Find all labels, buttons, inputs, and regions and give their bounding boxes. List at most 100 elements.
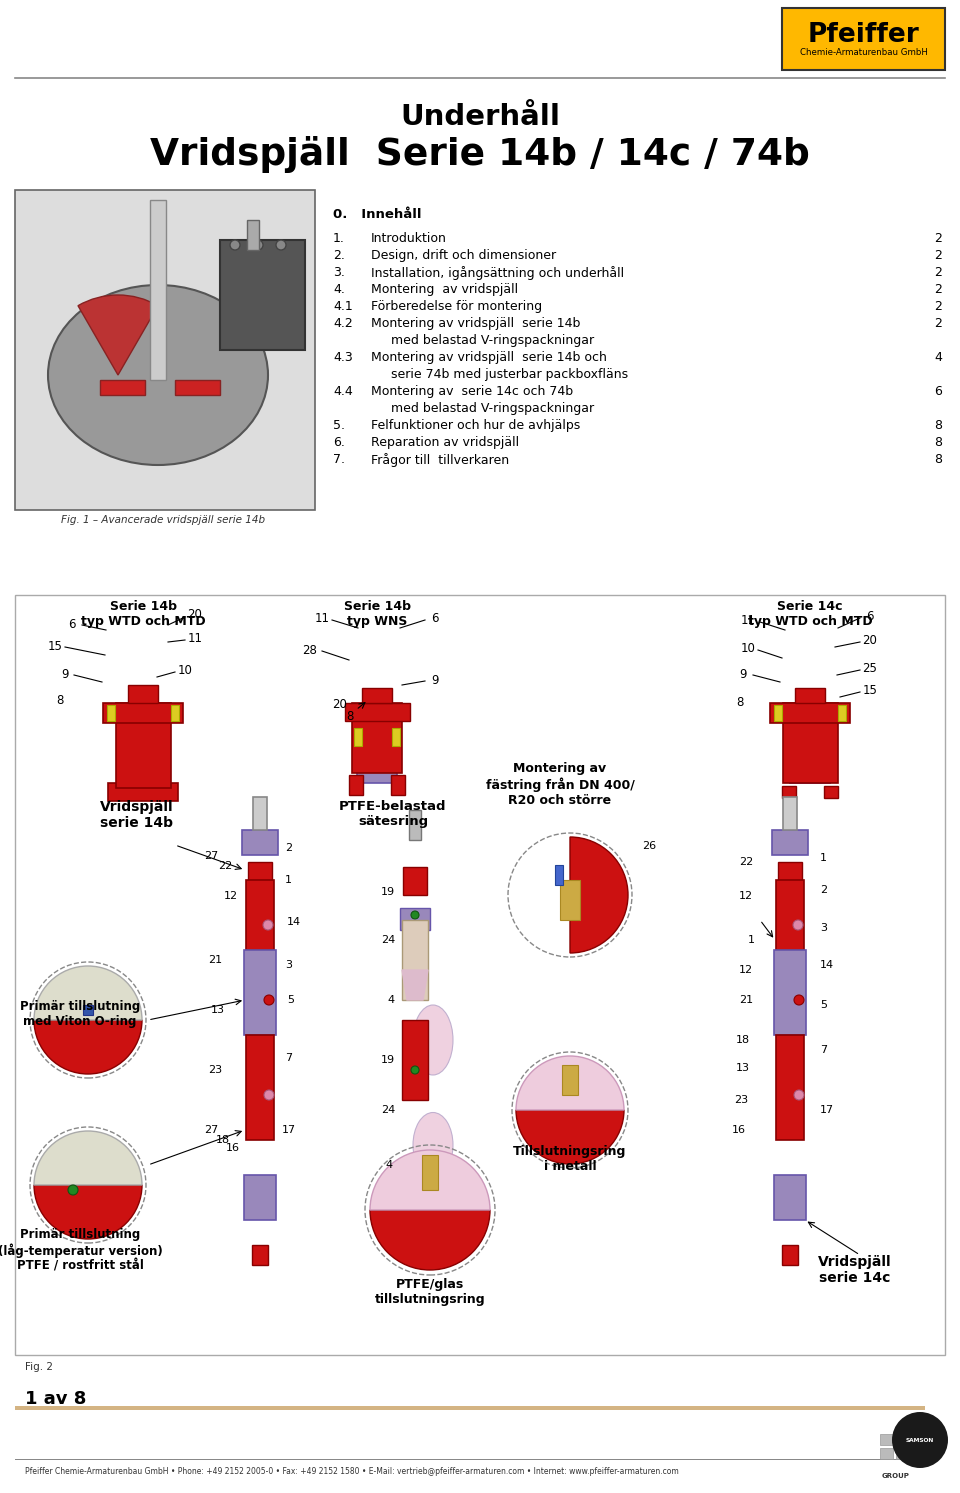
Bar [782,703,837,782]
Text: 1 av 8: 1 av 8 [25,1390,86,1408]
Text: 27: 27 [204,1126,218,1135]
Bar [782,7,945,70]
Bar [15,1406,925,1409]
Text: 5.: 5. [333,420,345,431]
Text: 2: 2 [934,317,942,330]
Bar [392,729,400,746]
Text: 17: 17 [820,1105,834,1115]
Bar [103,703,183,723]
Bar [880,1448,893,1459]
Circle shape [276,240,286,249]
Bar [391,775,405,794]
Bar [804,703,816,758]
Text: 2: 2 [934,284,942,296]
Bar [795,688,825,703]
Text: GROUP: GROUP [882,1474,910,1480]
Text: PTFE-belastad
sätesring: PTFE-belastad sätesring [339,800,446,829]
Text: 20: 20 [187,609,203,621]
Text: 11: 11 [315,612,329,624]
Text: 2.: 2. [333,249,345,261]
Text: Vridspjäll
serie 14c: Vridspjäll serie 14c [818,1256,892,1285]
Text: 7.: 7. [333,452,345,466]
Bar [349,775,363,794]
Text: 2: 2 [934,249,942,261]
Text: 4.1: 4.1 [333,300,352,314]
Bar [409,811,421,841]
Text: 27: 27 [204,851,218,861]
Bar [776,1035,804,1141]
Text: Fig. 2: Fig. 2 [25,1362,53,1372]
Text: 10: 10 [740,642,756,654]
Text: 8: 8 [934,420,942,431]
Bar [354,729,362,746]
Text: Installation, igångsättning och underhåll: Installation, igångsättning och underhål… [371,266,624,281]
Bar [782,785,796,797]
Bar [242,830,278,855]
Text: 4: 4 [386,1160,393,1171]
Text: Underhåll: Underhåll [400,103,560,131]
Text: 10: 10 [178,663,192,676]
Text: 2: 2 [934,231,942,245]
Circle shape [264,1090,274,1100]
Circle shape [794,1090,804,1100]
Text: 15: 15 [863,684,877,697]
Bar [108,782,178,802]
Text: 11: 11 [740,614,756,627]
Bar [402,1160,428,1200]
Bar [776,879,804,950]
Bar [403,867,427,894]
Text: 25: 25 [863,661,877,675]
Text: 8: 8 [57,694,63,706]
Bar [248,861,272,879]
Text: 2: 2 [285,844,292,853]
Bar [790,758,830,782]
Bar [560,879,580,920]
Bar [115,703,171,788]
Wedge shape [370,1150,490,1209]
Text: 6.: 6. [333,436,345,449]
Bar [774,950,806,1035]
Wedge shape [34,1132,142,1185]
Bar [175,381,220,396]
Text: 23: 23 [208,1065,222,1075]
Text: med belastad V-ringspackningar: med belastad V-ringspackningar [371,402,594,415]
Circle shape [264,994,274,1005]
Text: serie 74b med justerbar packboxfläns: serie 74b med justerbar packboxfläns [371,367,628,381]
Text: Montering av
fästring från DN 400/
R20 och större: Montering av fästring från DN 400/ R20 o… [486,761,635,806]
Text: 12: 12 [739,964,753,975]
Bar [788,767,832,775]
Text: 1: 1 [748,935,755,945]
Text: 19: 19 [381,887,395,897]
Text: 21: 21 [208,956,222,964]
Text: Förberedelse för montering: Förberedelse för montering [371,300,542,314]
Text: 2: 2 [934,300,942,314]
Bar [128,685,158,703]
Text: 24: 24 [381,1105,395,1115]
Ellipse shape [413,1005,453,1075]
Text: med belastad V-ringspackningar: med belastad V-ringspackningar [371,334,594,346]
Text: 3: 3 [285,960,292,970]
Text: SAMSON: SAMSON [906,1438,934,1442]
Wedge shape [34,1020,142,1073]
Wedge shape [34,966,142,1020]
Circle shape [253,240,263,249]
Wedge shape [34,1185,142,1239]
Text: 13: 13 [736,1063,750,1073]
Text: Vridspjäll
serie 14b: Vridspjäll serie 14b [100,800,174,830]
Bar [352,703,402,773]
Bar [246,879,274,950]
Text: 9: 9 [61,669,69,681]
Text: Primär tillslutning
(låg-temperatur version)
PTFE / rostfritt stål: Primär tillslutning (låg-temperatur vers… [0,1229,162,1274]
Text: 1.: 1. [333,231,345,245]
Text: 4.4: 4.4 [333,385,352,399]
Text: 8: 8 [934,436,942,449]
Text: 2: 2 [934,266,942,279]
Text: 9: 9 [739,667,747,681]
Text: 8: 8 [934,452,942,466]
Bar [778,861,802,879]
Text: 12: 12 [224,891,238,900]
Bar [555,864,563,885]
Text: 2: 2 [820,885,828,894]
Text: 14: 14 [287,917,301,927]
Wedge shape [516,1109,624,1165]
